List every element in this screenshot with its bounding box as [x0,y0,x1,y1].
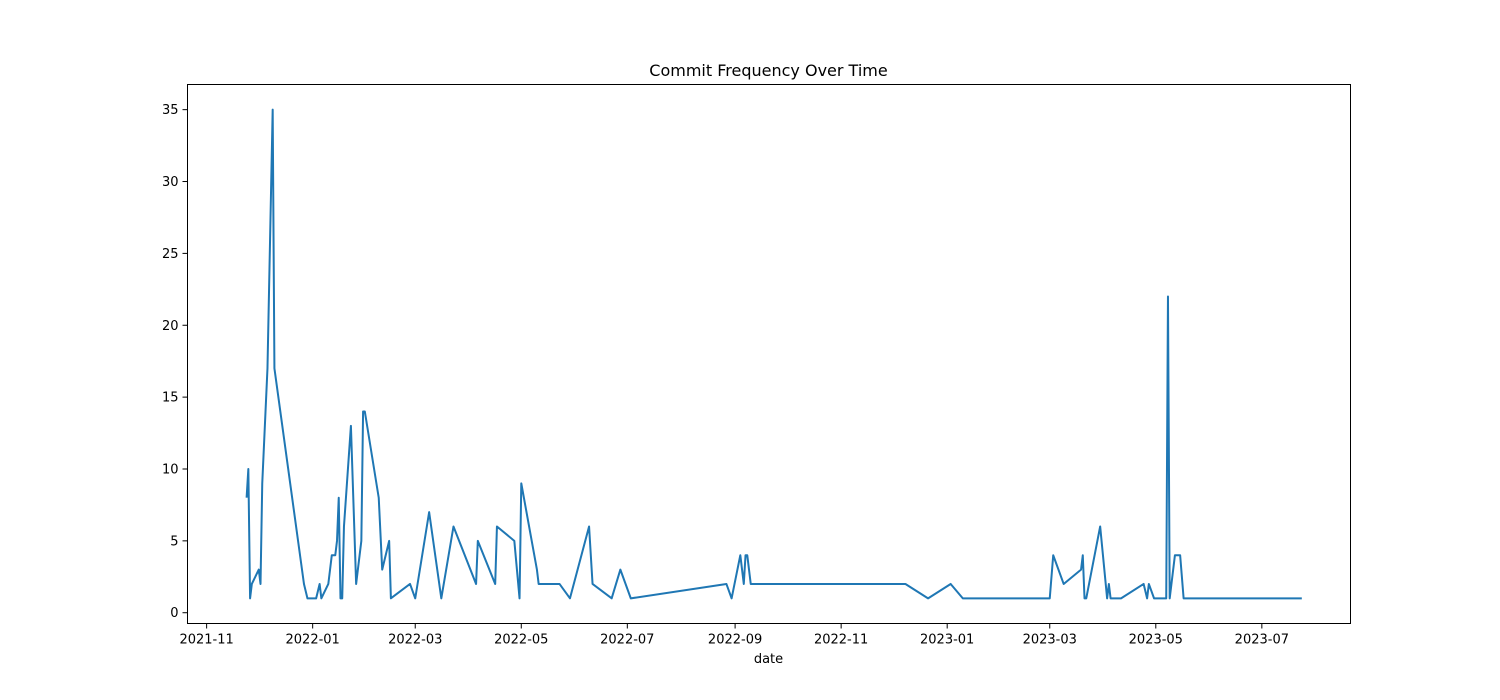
y-axis: 0 5 10 15 20 25 30 35 [162,103,188,621]
x-tick-label: 2022-11 [814,633,868,648]
x-tick-label: 2023-07 [1235,633,1289,648]
y-tick-label: 0 [170,606,178,621]
y-tick-label: 35 [162,103,179,118]
y-tick-label: 20 [162,319,179,334]
series-layer [245,108,1302,600]
y-tick-label: 25 [162,247,179,262]
x-tick-label: 2022-01 [286,633,340,648]
series-line-0 [245,108,1302,600]
x-tick-label: 2023-01 [920,633,974,648]
plot-frame [187,84,1351,624]
x-tick-label: 2022-09 [708,633,762,648]
x-tick-label: 2023-03 [1023,633,1077,648]
y-tick-label: 15 [162,391,179,406]
x-tick-label: 2022-07 [600,633,654,648]
x-tick-label: 2022-05 [494,633,548,648]
x-axis: 2021-11 2022-01 2022-03 2022-05 2022-07 2022-… [179,623,1289,648]
y-tick-label: 5 [170,534,178,549]
x-tick-label: 2023-05 [1129,633,1183,648]
x-tick-label: 2021-11 [179,633,233,648]
x-axis-label: date [754,652,783,667]
y-tick-label: 10 [162,462,179,477]
x-tick-label: 2022-03 [388,633,442,648]
y-tick-label: 30 [162,175,179,190]
chart-title: Commit Frequency Over Time [649,61,887,80]
